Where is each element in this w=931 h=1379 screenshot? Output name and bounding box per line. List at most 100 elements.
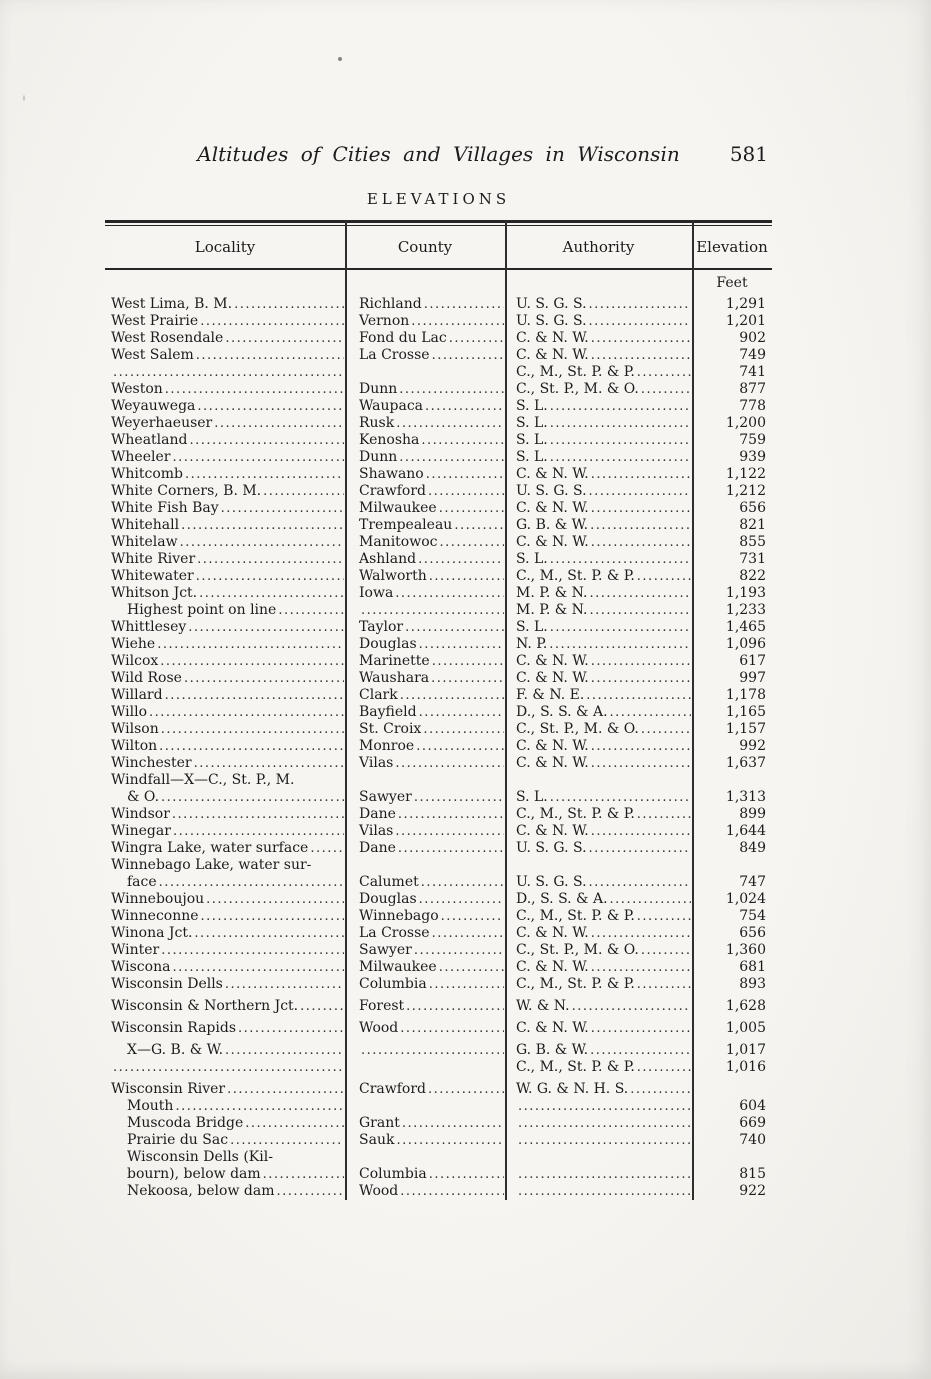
elevation-cell — [692, 857, 772, 874]
county-cell: Douglas — [345, 891, 505, 908]
authority-cell-text: C., M., St. P. & P. — [516, 976, 635, 992]
authority-cell: S. L. — [505, 789, 692, 806]
locality-cell-text: Winneconne — [111, 908, 199, 924]
elevation-cell: 778 — [692, 398, 772, 415]
locality-cell-text: Willo — [111, 704, 148, 720]
locality-cell-text: Prairie du Sac — [127, 1132, 229, 1148]
elevation-cell: 656 — [692, 925, 772, 942]
column-rule-locality-county — [345, 220, 347, 1200]
table-row: White River Ashland S. L. 731 — [105, 551, 772, 568]
elevation-cell-text: 1,016 — [725, 1059, 766, 1075]
elevation-cell: 939 — [692, 449, 772, 466]
table-row: Winneconne Winnebago C., M., St. P. & P. 75… — [105, 908, 772, 925]
elevation-cell-text: 1,360 — [725, 942, 766, 958]
dot-leader — [589, 313, 691, 330]
dot-leader — [589, 483, 691, 500]
authority-cell-text: C. & N. W. — [516, 755, 589, 771]
dot-leader — [637, 364, 691, 381]
locality-cell-text: Wiehe — [111, 636, 156, 652]
dot-leader — [172, 806, 344, 823]
county-cell-text: Dane — [359, 806, 396, 822]
locality-cell-text: Willard — [111, 687, 163, 703]
authority-cell: C., M., St. P. & P. — [505, 1059, 692, 1076]
table-row: Winona Jct. La Crosse C. & N. W. 656 — [105, 925, 772, 942]
elevation-cell: 1,017 — [692, 1042, 772, 1059]
county-cell: Trempealeau — [345, 517, 505, 534]
dot-leader — [225, 330, 344, 347]
county-cell: Winnebago — [345, 908, 505, 925]
authority-cell-text: C. & N. W. — [516, 347, 589, 363]
county-cell-text: Sawyer — [359, 942, 412, 958]
dot-leader — [361, 602, 504, 619]
elevation-cell: 1,157 — [692, 721, 772, 738]
locality-cell-text: White Corners, B. M. — [111, 483, 262, 499]
table-row: Wiehe Douglas N. P. 1,096 — [105, 636, 772, 653]
authority-cell-text: C. & N. W. — [516, 1020, 589, 1036]
dot-leader — [591, 1020, 691, 1037]
dot-leader — [161, 721, 344, 738]
dot-leader — [591, 534, 691, 551]
locality-cell-text: face — [127, 874, 157, 890]
elevation-cell-text: 1,644 — [725, 823, 766, 839]
table-row: Weston Dunn C., St. P., M. & O. 877 — [105, 381, 772, 398]
authority-cell-text: C. & N. W. — [516, 330, 589, 346]
authority-cell-text: M. P. & N. — [516, 602, 588, 618]
elevation-cell: 1,016 — [692, 1059, 772, 1076]
dot-leader — [549, 636, 691, 653]
locality-cell: Willard — [105, 687, 345, 704]
locality-cell-text: West Rosendale — [111, 330, 224, 346]
dot-leader — [432, 925, 504, 942]
dot-leader — [591, 823, 691, 840]
county-cell-text: Sauk — [359, 1132, 395, 1148]
authority-cell: N. P. — [505, 636, 692, 653]
dot-leader — [424, 296, 504, 313]
dot-leader — [196, 568, 344, 585]
elevation-cell-text: 778 — [739, 398, 766, 414]
elevation-cell-text: 1,291 — [725, 296, 766, 312]
table-row: Wheeler Dunn S. L. 939 — [105, 449, 772, 466]
dot-leader — [572, 998, 691, 1015]
county-cell-text: La Crosse — [359, 925, 430, 941]
county-cell: Sauk — [345, 1132, 505, 1149]
locality-cell: Winnebago Lake, water sur- — [105, 857, 345, 874]
dot-leader — [395, 755, 504, 772]
dot-leader — [400, 1183, 504, 1200]
county-cell — [345, 772, 505, 789]
dot-leader — [411, 313, 504, 330]
county-cell-text: Dunn — [359, 381, 398, 397]
dot-leader — [161, 942, 344, 959]
authority-cell-text: S. L. — [516, 415, 548, 431]
authority-cell-text: C. & N. W. — [516, 738, 589, 754]
authority-cell-text: W. & N. — [516, 998, 570, 1014]
dot-leader — [637, 976, 691, 993]
dot-leader — [159, 738, 344, 755]
elevation-cell: 741 — [692, 364, 772, 381]
county-cell-text: Clark — [359, 687, 398, 703]
elevation-cell: 1,212 — [692, 483, 772, 500]
authority-cell-text: C. & N. W. — [516, 653, 589, 669]
locality-cell-text: Wisconsin River — [111, 1081, 226, 1097]
dot-leader — [225, 1042, 344, 1059]
authority-cell: U. S. G. S. — [505, 483, 692, 500]
county-cell: Bayfield — [345, 704, 505, 721]
county-cell-text: Ashland — [359, 551, 417, 567]
dot-leader — [591, 466, 691, 483]
elevation-cell: 656 — [692, 500, 772, 517]
table-row: Wheatland Kenosha S. L. 759 — [105, 432, 772, 449]
elevation-cell-text: 1,465 — [725, 619, 766, 635]
locality-cell-text: Wild Rose — [111, 670, 182, 686]
authority-cell: W. & N. — [505, 998, 692, 1015]
county-cell: Douglas — [345, 636, 505, 653]
authority-cell: C., M., St. P. & P. — [505, 908, 692, 925]
authority-cell: S. L. — [505, 619, 692, 636]
authority-cell-text: U. S. G. S. — [516, 313, 587, 329]
dot-leader — [550, 415, 691, 432]
locality-cell-text: West Salem — [111, 347, 194, 363]
table-row: Whitcomb Shawano C. & N. W. 1,122 — [105, 466, 772, 483]
authority-cell-text: C. & N. W. — [516, 466, 589, 482]
elevation-cell: 992 — [692, 738, 772, 755]
locality-cell: White Fish Bay — [105, 500, 345, 517]
table-row: Whitson Jct. Iowa M. P. & N. 1,193 — [105, 585, 772, 602]
dot-leader — [590, 1042, 691, 1059]
dot-leader — [425, 398, 504, 415]
